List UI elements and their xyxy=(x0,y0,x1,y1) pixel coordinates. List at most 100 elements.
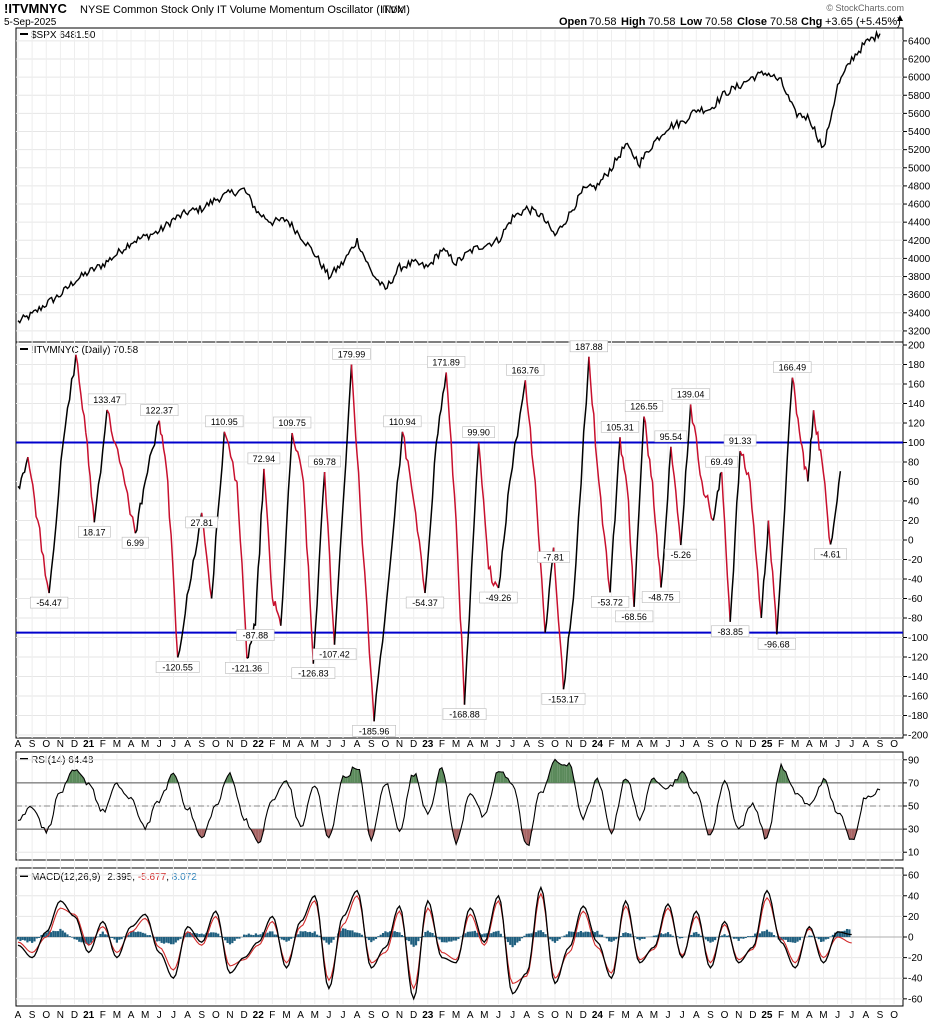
x-axis-month-label: J xyxy=(157,1010,162,1021)
macd-histogram-bar xyxy=(671,935,674,937)
macd-histogram-bar xyxy=(40,934,43,937)
macd-histogram-bar xyxy=(87,937,90,945)
rsi-overbought-fill xyxy=(503,772,506,783)
oscillator-data-label-box xyxy=(757,637,796,650)
oscillator-rising-segment xyxy=(829,471,842,545)
oscillator-data-label-box xyxy=(405,596,445,609)
macd-histogram-bar xyxy=(447,937,451,942)
rsi-oversold-fill xyxy=(764,829,767,839)
macd-histogram-bar xyxy=(356,932,359,937)
x-axis-month-label: N xyxy=(226,739,233,750)
macd-histogram-bar xyxy=(403,936,406,937)
rsi-overbought-fill xyxy=(343,775,346,783)
oscillator-data-label-box xyxy=(479,591,518,604)
macd-histogram-bar xyxy=(242,934,246,937)
macd-histogram-bar xyxy=(483,933,486,937)
macd-histogram-bar xyxy=(704,937,707,940)
oscillator-y-tick-label: -40 xyxy=(908,575,923,586)
oscillator-data-label: 99.90 xyxy=(467,428,490,438)
macd-histogram-bar xyxy=(815,937,818,938)
macd-histogram-bar xyxy=(275,934,279,937)
oscillator-data-label: -54.37 xyxy=(412,598,438,608)
rsi-oversold-fill xyxy=(708,829,711,835)
oscillator-data-label-box xyxy=(383,415,422,428)
oscillator-falling-segment xyxy=(643,416,654,482)
macd-histogram-bar xyxy=(139,931,142,937)
macd-histogram-bar xyxy=(499,933,502,937)
up-arrow-icon xyxy=(897,15,903,21)
macd-histogram-bar xyxy=(612,937,615,941)
macd-histogram-bar xyxy=(742,937,745,939)
macd-line xyxy=(17,885,852,1001)
x-axis-month-label: J xyxy=(849,739,854,750)
oscillator-data-label: 72.94 xyxy=(253,454,276,464)
macd-histogram-bar xyxy=(226,937,229,943)
macd-histogram-bar xyxy=(153,937,156,939)
oscillator-y-tick-label: -180 xyxy=(908,711,928,722)
x-axis-month-label: A xyxy=(863,1010,870,1021)
macd-histogram-bar xyxy=(678,937,681,939)
macd-histogram-bar xyxy=(706,937,710,942)
macd-histogram-bar xyxy=(400,935,403,937)
spx-y-tick-label: 6400 xyxy=(908,36,931,47)
macd-histogram-bar xyxy=(23,937,27,941)
macd-histogram-bar xyxy=(137,931,140,937)
x-axis-month-label: O xyxy=(721,1010,729,1021)
x-axis-month-label: M xyxy=(282,1010,290,1021)
axis-ticks: 3200340036003800400042004400460048005000… xyxy=(15,36,931,1021)
x-axis-year-label: 23 xyxy=(422,739,434,750)
macd-histogram-bar xyxy=(801,937,804,938)
macd-histogram-bar xyxy=(61,930,64,937)
x-axis-month-label: M xyxy=(650,739,658,750)
macd-histogram-bar xyxy=(629,933,632,937)
macd-histogram-bar xyxy=(652,935,656,937)
oscillator-falling-segment xyxy=(791,377,802,443)
macd-histogram-bar xyxy=(737,937,740,941)
macd-histogram-bar xyxy=(527,933,531,937)
macd-histogram-bar xyxy=(662,934,665,937)
macd-histogram-bar xyxy=(266,932,269,937)
rsi-oversold-fill xyxy=(526,829,530,846)
macd-histogram-bar xyxy=(664,933,667,937)
macd-histogram-bar xyxy=(210,932,213,937)
macd-histogram-bar xyxy=(224,937,227,941)
chart-date: 5-Sep-2025 xyxy=(4,17,57,28)
oscillator-y-tick-label: -160 xyxy=(908,692,928,703)
macd-histogram-bar xyxy=(732,937,736,939)
oscillator-y-tick-label: 120 xyxy=(908,419,925,430)
x-axis-month-label: S xyxy=(538,739,545,750)
spx-y-tick-label: 3200 xyxy=(908,326,931,337)
oscillator-falling-segment xyxy=(739,450,751,482)
macd-histogram-bar xyxy=(535,932,538,937)
oscillator-rising-segment xyxy=(386,431,404,599)
macd-histogram-bar xyxy=(85,937,88,944)
oscillator-rising-segment xyxy=(176,588,190,658)
macd-histogram-bar xyxy=(134,932,137,937)
macd-histogram-bar xyxy=(506,937,509,943)
x-axis-month-label: D xyxy=(580,1010,587,1021)
oscillator-y-tick-label: 100 xyxy=(908,438,925,449)
oscillator-y-tick-label: -60 xyxy=(908,594,923,605)
macd-histogram-bar xyxy=(610,937,613,942)
x-axis-month-label: D xyxy=(71,1010,78,1021)
macd-histogram-bar xyxy=(129,931,133,937)
macd-histogram-bar xyxy=(443,937,446,943)
macd-histogram-bar xyxy=(141,932,144,937)
oscillator-data-label-box xyxy=(291,667,336,679)
oscillator-data-label-box xyxy=(615,610,654,623)
rsi-overbought-fill xyxy=(227,772,230,783)
macd-histogram-bar xyxy=(186,932,189,937)
spx-legend-label: $SPX 6481.50 xyxy=(31,30,96,41)
x-axis-month-label: A xyxy=(636,739,643,750)
macd-histogram-bar xyxy=(695,931,698,937)
oscillator-rising-segment xyxy=(435,372,447,443)
macd-histogram-bar xyxy=(165,937,168,943)
rsi-overbought-fill xyxy=(76,769,80,783)
oscillator-data-label-box xyxy=(723,434,757,447)
oscillator-rising-segment xyxy=(254,468,265,626)
macd-histogram-bar xyxy=(75,937,78,940)
x-axis-month-label: M xyxy=(311,1010,319,1021)
macd-histogram-bar xyxy=(739,937,743,939)
oscillator-data-label: 163.76 xyxy=(512,365,540,375)
x-axis-month-label: D xyxy=(749,1010,756,1021)
